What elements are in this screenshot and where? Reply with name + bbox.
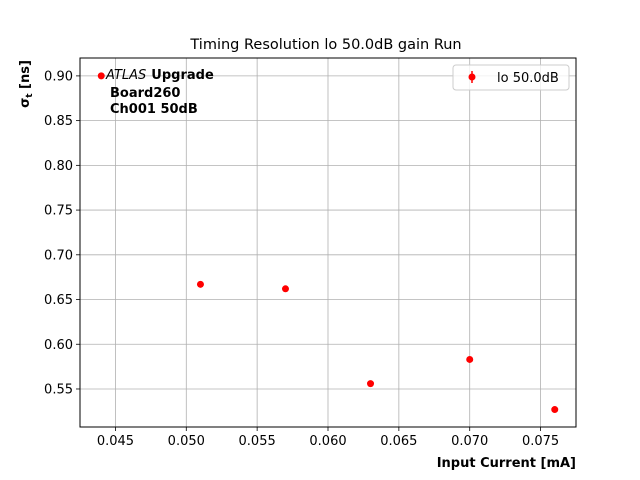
data-point bbox=[551, 406, 559, 414]
data-point bbox=[466, 355, 474, 363]
x-tick-label: 0.065 bbox=[380, 434, 417, 449]
y-tick-label: 0.70 bbox=[44, 248, 73, 263]
y-tick-label: 0.90 bbox=[44, 69, 73, 84]
annotation-line-1: ATLAS Upgrade bbox=[105, 68, 214, 83]
y-axis-label-subscript: t bbox=[25, 93, 35, 98]
y-tick-label: 0.60 bbox=[44, 338, 73, 353]
y-axis-label: σt [ns] bbox=[18, 60, 35, 108]
x-tick-label: 0.045 bbox=[97, 434, 134, 449]
x-axis-label: Input Current [mA] bbox=[437, 456, 576, 471]
x-tick-label: 0.070 bbox=[451, 434, 488, 449]
annotation-line-3: Ch001 50dB bbox=[110, 102, 198, 117]
y-axis-ticks: 0.55 0.60 0.65 0.70 0.75 0.80 0.85 0.90 bbox=[44, 69, 80, 397]
legend-label: lo 50.0dB bbox=[497, 71, 559, 86]
y-tick-label: 0.85 bbox=[44, 114, 73, 129]
y-tick-label: 0.75 bbox=[44, 204, 73, 219]
x-axis-ticks: 0.045 0.050 0.055 0.060 0.065 0.070 0.075 bbox=[97, 427, 559, 449]
chart-title: Timing Resolution lo 50.0dB gain Run bbox=[189, 37, 461, 53]
x-tick-label: 0.055 bbox=[239, 434, 276, 449]
legend-marker-icon bbox=[468, 73, 476, 81]
data-point bbox=[97, 72, 105, 80]
data-points bbox=[97, 72, 559, 414]
annotation-line-2: Board260 bbox=[110, 86, 180, 101]
annotation-atlas-italic: ATLAS bbox=[105, 68, 146, 83]
legend: lo 50.0dB bbox=[452, 64, 570, 91]
y-axis-label-unit: [ns] bbox=[18, 60, 33, 93]
y-tick-label: 0.55 bbox=[44, 382, 73, 397]
annotation-upgrade-bold: Upgrade bbox=[151, 68, 214, 83]
x-tick-label: 0.060 bbox=[309, 434, 346, 449]
data-point bbox=[196, 280, 204, 288]
x-tick-label: 0.050 bbox=[168, 434, 205, 449]
y-axis-label-symbol: σ bbox=[18, 98, 33, 108]
atlas-annotation: ATLAS Upgrade Board260 Ch001 50dB bbox=[105, 68, 214, 117]
x-tick-label: 0.075 bbox=[522, 434, 559, 449]
y-tick-label: 0.65 bbox=[44, 293, 73, 308]
data-point bbox=[367, 380, 375, 388]
legend-box bbox=[452, 64, 570, 91]
grid-lines bbox=[80, 58, 576, 427]
y-tick-label: 0.80 bbox=[44, 159, 73, 174]
data-point bbox=[281, 285, 289, 293]
